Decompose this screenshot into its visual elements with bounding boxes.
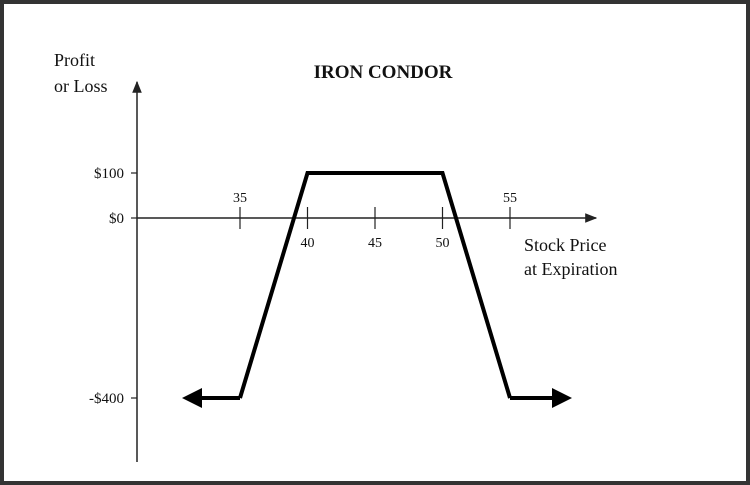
- chart-title: IRON CONDOR: [314, 62, 453, 83]
- x-tick-label: 40: [301, 236, 315, 251]
- x-tick-label: 50: [436, 236, 450, 251]
- y-axis-label-line-2: or Loss: [54, 76, 108, 96]
- y-axis-label-line-1: Profit: [54, 50, 95, 70]
- x-axis-label-line-2: at Expiration: [524, 259, 617, 279]
- y-tick-label: -$400: [89, 391, 124, 407]
- y-tick-label: $100: [94, 166, 124, 182]
- x-tick-label: 35: [233, 191, 247, 206]
- x-tick-label: 55: [503, 191, 517, 206]
- x-tick-label: 45: [368, 236, 382, 251]
- x-axis-label-line-1: Stock Price: [524, 235, 607, 255]
- y-tick-label: $0: [109, 211, 124, 227]
- payoff-line: [238, 171, 512, 399]
